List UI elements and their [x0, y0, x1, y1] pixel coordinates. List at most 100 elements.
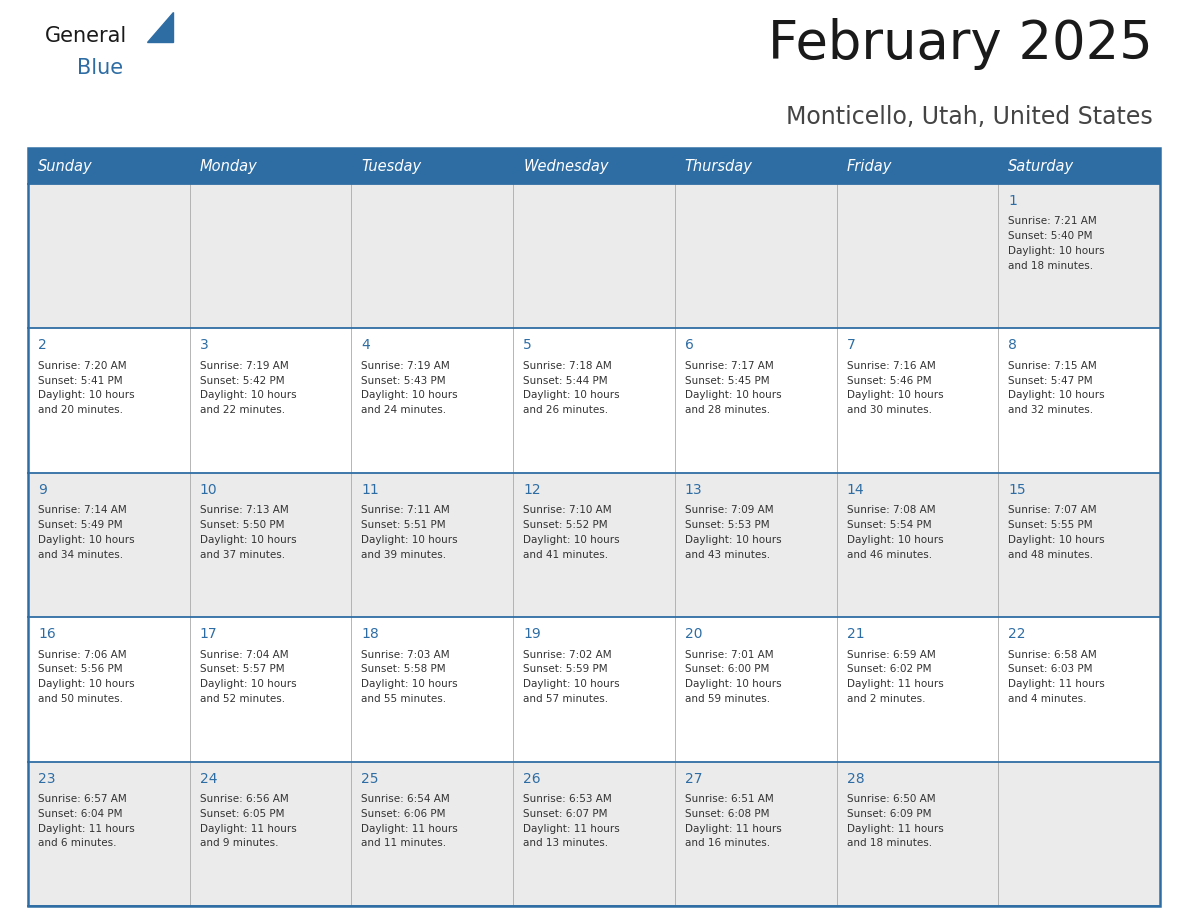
- Text: and 24 minutes.: and 24 minutes.: [361, 406, 447, 415]
- Text: Daylight: 10 hours: Daylight: 10 hours: [200, 390, 296, 400]
- Text: Daylight: 10 hours: Daylight: 10 hours: [1009, 390, 1105, 400]
- Text: Sunrise: 7:15 AM: Sunrise: 7:15 AM: [1009, 361, 1097, 371]
- Text: Sunrise: 7:01 AM: Sunrise: 7:01 AM: [684, 650, 773, 660]
- Text: and 4 minutes.: and 4 minutes.: [1009, 694, 1087, 704]
- Text: Daylight: 10 hours: Daylight: 10 hours: [1009, 246, 1105, 256]
- Text: 23: 23: [38, 772, 56, 786]
- Text: Daylight: 10 hours: Daylight: 10 hours: [847, 535, 943, 545]
- Text: 13: 13: [684, 483, 702, 497]
- Bar: [29, 148, 1159, 184]
- Text: Sunset: 6:08 PM: Sunset: 6:08 PM: [684, 809, 770, 819]
- Text: Monday: Monday: [200, 159, 258, 174]
- Text: Sunset: 5:47 PM: Sunset: 5:47 PM: [1009, 375, 1093, 386]
- Text: Sunrise: 7:02 AM: Sunrise: 7:02 AM: [523, 650, 612, 660]
- Text: and 41 minutes.: and 41 minutes.: [523, 550, 608, 560]
- Text: Sunrise: 7:11 AM: Sunrise: 7:11 AM: [361, 505, 450, 515]
- Text: Sunrise: 7:10 AM: Sunrise: 7:10 AM: [523, 505, 612, 515]
- Text: Daylight: 10 hours: Daylight: 10 hours: [523, 679, 620, 689]
- Text: and 18 minutes.: and 18 minutes.: [847, 838, 931, 848]
- Text: 5: 5: [523, 339, 532, 353]
- Text: Daylight: 11 hours: Daylight: 11 hours: [38, 823, 134, 834]
- Text: 24: 24: [200, 772, 217, 786]
- Text: General: General: [45, 26, 127, 46]
- Text: Sunset: 5:57 PM: Sunset: 5:57 PM: [200, 665, 284, 675]
- Text: Sunday: Sunday: [38, 159, 93, 174]
- Text: 14: 14: [847, 483, 864, 497]
- Text: Sunrise: 7:20 AM: Sunrise: 7:20 AM: [38, 361, 127, 371]
- Text: Sunset: 5:41 PM: Sunset: 5:41 PM: [38, 375, 122, 386]
- Text: Sunrise: 7:03 AM: Sunrise: 7:03 AM: [361, 650, 450, 660]
- Text: and 30 minutes.: and 30 minutes.: [847, 406, 931, 415]
- Text: and 20 minutes.: and 20 minutes.: [38, 406, 124, 415]
- Text: 16: 16: [38, 627, 56, 641]
- Text: Daylight: 10 hours: Daylight: 10 hours: [523, 390, 620, 400]
- Text: Daylight: 10 hours: Daylight: 10 hours: [361, 679, 459, 689]
- Text: 27: 27: [684, 772, 702, 786]
- Text: 3: 3: [200, 339, 208, 353]
- Text: and 55 minutes.: and 55 minutes.: [361, 694, 447, 704]
- Text: Sunset: 5:46 PM: Sunset: 5:46 PM: [847, 375, 931, 386]
- Text: Sunset: 6:07 PM: Sunset: 6:07 PM: [523, 809, 607, 819]
- Text: and 28 minutes.: and 28 minutes.: [684, 406, 770, 415]
- Text: Sunset: 6:02 PM: Sunset: 6:02 PM: [847, 665, 931, 675]
- Text: 22: 22: [1009, 627, 1025, 641]
- Text: Daylight: 11 hours: Daylight: 11 hours: [361, 823, 459, 834]
- Text: Daylight: 10 hours: Daylight: 10 hours: [200, 679, 296, 689]
- Text: 7: 7: [847, 339, 855, 353]
- Text: Monticello, Utah, United States: Monticello, Utah, United States: [786, 105, 1154, 129]
- Text: Friday: Friday: [847, 159, 892, 174]
- Text: and 34 minutes.: and 34 minutes.: [38, 550, 124, 560]
- Text: and 13 minutes.: and 13 minutes.: [523, 838, 608, 848]
- Text: Sunset: 6:04 PM: Sunset: 6:04 PM: [38, 809, 122, 819]
- Text: Sunrise: 7:08 AM: Sunrise: 7:08 AM: [847, 505, 935, 515]
- Text: Daylight: 10 hours: Daylight: 10 hours: [200, 535, 296, 545]
- Text: and 59 minutes.: and 59 minutes.: [684, 694, 770, 704]
- Text: Sunrise: 7:06 AM: Sunrise: 7:06 AM: [38, 650, 127, 660]
- Text: and 18 minutes.: and 18 minutes.: [1009, 261, 1093, 271]
- Text: and 11 minutes.: and 11 minutes.: [361, 838, 447, 848]
- Text: Sunset: 5:56 PM: Sunset: 5:56 PM: [38, 665, 122, 675]
- Text: Sunset: 5:44 PM: Sunset: 5:44 PM: [523, 375, 608, 386]
- Text: 1: 1: [1009, 194, 1017, 208]
- Text: Daylight: 11 hours: Daylight: 11 hours: [684, 823, 782, 834]
- Text: Sunrise: 7:16 AM: Sunrise: 7:16 AM: [847, 361, 935, 371]
- Text: 11: 11: [361, 483, 379, 497]
- Text: Daylight: 10 hours: Daylight: 10 hours: [38, 679, 134, 689]
- Text: Sunset: 5:58 PM: Sunset: 5:58 PM: [361, 665, 446, 675]
- Text: Sunrise: 7:07 AM: Sunrise: 7:07 AM: [1009, 505, 1097, 515]
- Text: Sunrise: 6:57 AM: Sunrise: 6:57 AM: [38, 794, 127, 804]
- Text: Sunrise: 7:17 AM: Sunrise: 7:17 AM: [684, 361, 773, 371]
- Text: 2: 2: [38, 339, 46, 353]
- Text: Sunset: 5:43 PM: Sunset: 5:43 PM: [361, 375, 446, 386]
- Text: Sunset: 5:52 PM: Sunset: 5:52 PM: [523, 521, 608, 530]
- Text: and 9 minutes.: and 9 minutes.: [200, 838, 278, 848]
- Text: and 48 minutes.: and 48 minutes.: [1009, 550, 1093, 560]
- Text: 6: 6: [684, 339, 694, 353]
- Text: 12: 12: [523, 483, 541, 497]
- Text: and 22 minutes.: and 22 minutes.: [200, 406, 285, 415]
- Text: Sunset: 5:54 PM: Sunset: 5:54 PM: [847, 521, 931, 530]
- Text: and 32 minutes.: and 32 minutes.: [1009, 406, 1093, 415]
- Bar: [29, 473, 1159, 617]
- Text: Daylight: 10 hours: Daylight: 10 hours: [523, 535, 620, 545]
- Text: Sunset: 6:05 PM: Sunset: 6:05 PM: [200, 809, 284, 819]
- Text: 17: 17: [200, 627, 217, 641]
- Text: Sunrise: 7:19 AM: Sunrise: 7:19 AM: [361, 361, 450, 371]
- Text: Sunrise: 7:04 AM: Sunrise: 7:04 AM: [200, 650, 289, 660]
- Text: Sunrise: 6:51 AM: Sunrise: 6:51 AM: [684, 794, 773, 804]
- Text: Daylight: 11 hours: Daylight: 11 hours: [523, 823, 620, 834]
- Text: Sunset: 5:50 PM: Sunset: 5:50 PM: [200, 521, 284, 530]
- Text: Daylight: 10 hours: Daylight: 10 hours: [361, 390, 459, 400]
- Text: 21: 21: [847, 627, 864, 641]
- Text: Sunset: 5:45 PM: Sunset: 5:45 PM: [684, 375, 770, 386]
- Text: 20: 20: [684, 627, 702, 641]
- Text: Daylight: 11 hours: Daylight: 11 hours: [200, 823, 297, 834]
- Text: 10: 10: [200, 483, 217, 497]
- Text: Sunrise: 6:54 AM: Sunrise: 6:54 AM: [361, 794, 450, 804]
- Text: February 2025: February 2025: [769, 18, 1154, 70]
- Text: Sunrise: 7:19 AM: Sunrise: 7:19 AM: [200, 361, 289, 371]
- Text: Sunset: 6:00 PM: Sunset: 6:00 PM: [684, 665, 770, 675]
- Text: Sunset: 5:42 PM: Sunset: 5:42 PM: [200, 375, 284, 386]
- Text: Daylight: 10 hours: Daylight: 10 hours: [38, 390, 134, 400]
- Text: Daylight: 10 hours: Daylight: 10 hours: [361, 535, 459, 545]
